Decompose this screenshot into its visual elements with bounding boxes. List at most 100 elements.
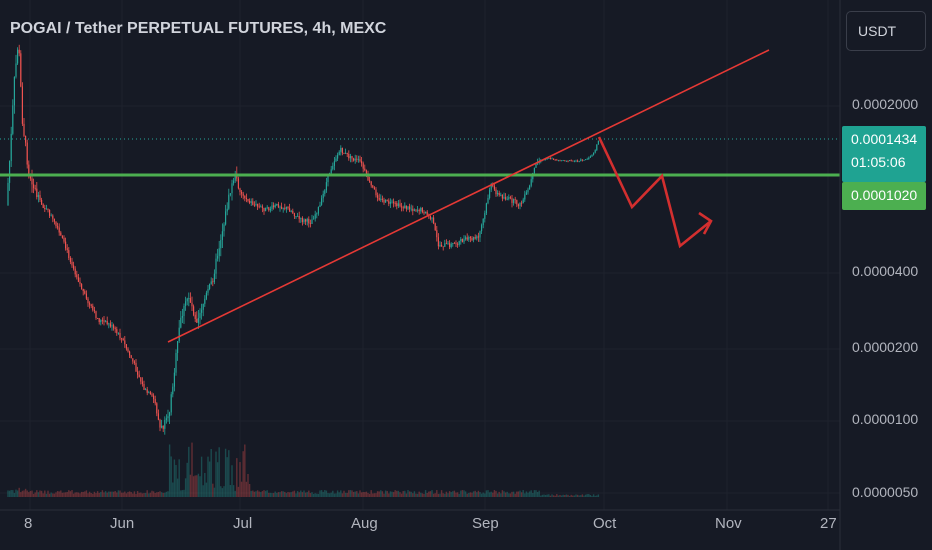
candle-body	[489, 189, 491, 199]
volume-bar	[365, 491, 368, 497]
volume-bar	[77, 492, 80, 497]
volume-bar	[156, 492, 158, 497]
volume-bar	[488, 492, 491, 497]
candle-body	[305, 219, 307, 222]
volume-bar	[565, 494, 568, 497]
candle-body	[197, 317, 199, 323]
candle-body	[289, 208, 291, 212]
candle-body	[53, 218, 55, 222]
volume-bar	[176, 478, 179, 497]
candle-body	[391, 201, 393, 203]
volume-bar	[589, 494, 592, 497]
candle-body	[338, 151, 340, 156]
volume-bar	[229, 485, 232, 497]
candle-body	[569, 160, 571, 162]
candle-body	[210, 281, 212, 285]
volume-bar	[13, 493, 16, 497]
volume-bar	[200, 456, 203, 497]
volume-bar	[376, 491, 379, 497]
candle-body	[122, 338, 124, 341]
volume-bar	[572, 495, 574, 497]
volume-bar	[522, 490, 524, 497]
candle-body	[476, 236, 478, 239]
candle-body	[28, 164, 30, 175]
candle-body	[596, 144, 598, 151]
volume-bar	[122, 492, 124, 497]
candle-body	[18, 49, 20, 54]
volume-bar	[364, 492, 366, 497]
candle-body	[389, 201, 391, 204]
volume-bar	[64, 492, 67, 497]
volume-bar	[525, 491, 528, 497]
candle-body	[50, 215, 52, 217]
candle-body	[359, 159, 361, 162]
volume-bar	[570, 494, 572, 497]
volume-bar	[448, 491, 451, 497]
currency-selector-button[interactable]: USDT	[846, 11, 926, 51]
candle-body	[221, 231, 223, 241]
volume-bar	[456, 492, 459, 497]
volume-bar	[82, 491, 84, 497]
volume-bar	[341, 493, 344, 497]
candle-body	[485, 203, 487, 214]
candle-body	[76, 274, 78, 278]
volume-bar	[407, 490, 409, 497]
volume-bar	[112, 491, 115, 497]
volume-bar	[453, 490, 456, 497]
volume-bar	[21, 490, 24, 497]
candle-body	[21, 86, 23, 124]
volume-bar	[98, 492, 100, 497]
volume-bar	[410, 491, 412, 497]
candle-body	[162, 425, 164, 429]
candle-body	[319, 204, 321, 208]
candle-body	[373, 187, 375, 190]
candle-body	[135, 362, 137, 372]
volume-bar	[544, 494, 547, 497]
volume-bar	[597, 494, 600, 497]
volume-bar	[72, 493, 75, 497]
volume-bar	[474, 490, 476, 497]
volume-bar	[322, 491, 324, 497]
volume-bar	[141, 493, 144, 497]
candle-body	[26, 142, 28, 165]
chart-title: POGAI / Tether PERPETUAL FUTURES, 4h, ME…	[10, 20, 387, 37]
candle-body	[503, 197, 505, 199]
candle-body	[226, 208, 228, 212]
candle-body	[161, 425, 163, 428]
volume-bar	[218, 447, 220, 497]
candle-body	[79, 281, 81, 284]
volume-bar	[562, 494, 564, 497]
candle-body	[495, 189, 497, 195]
volume-bar	[88, 491, 91, 497]
volume-bar	[330, 492, 332, 497]
volume-bar	[92, 493, 94, 497]
candle-body	[202, 303, 204, 310]
volume-bar	[402, 491, 404, 497]
volume-bar	[349, 490, 352, 497]
candle-body	[13, 76, 15, 106]
candle-body	[567, 160, 569, 162]
volume-bar	[335, 493, 337, 497]
chart-annotations	[0, 49, 840, 343]
candle-body	[589, 156, 591, 158]
candle-body	[445, 243, 447, 245]
candle-body	[418, 209, 420, 212]
candle-body	[217, 255, 219, 259]
candle-body	[119, 332, 121, 339]
candle-body	[66, 248, 68, 251]
candle-body	[129, 351, 131, 356]
volume-bar	[344, 492, 347, 497]
candle-body	[381, 198, 383, 200]
candle-body	[266, 207, 268, 209]
volume-bar	[463, 490, 465, 497]
volume-bar	[108, 491, 110, 497]
candle-body	[383, 199, 385, 203]
candle-body	[333, 161, 335, 166]
candle-body	[513, 199, 515, 203]
volume-bar	[269, 492, 272, 497]
volume-bar	[540, 495, 542, 497]
candle-body	[549, 158, 551, 159]
candle-body	[201, 309, 203, 313]
volume-bar	[586, 494, 588, 497]
